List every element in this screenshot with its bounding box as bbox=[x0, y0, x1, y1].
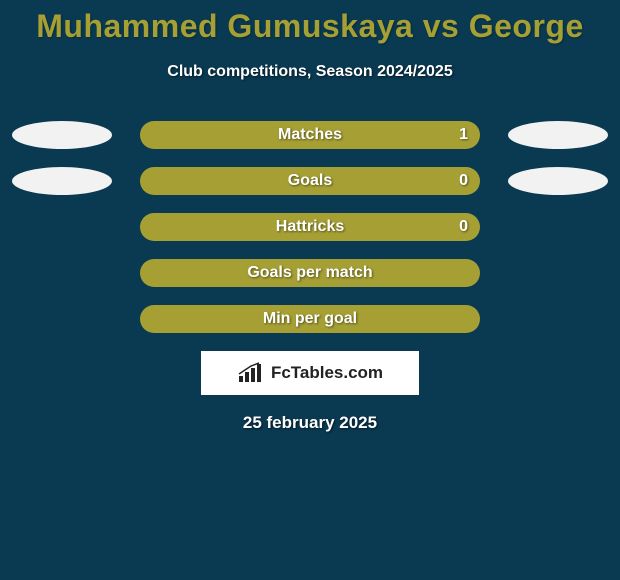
stat-row: Goals per match bbox=[0, 259, 620, 287]
stat-row: Min per goal bbox=[0, 305, 620, 333]
stat-label: Goals bbox=[288, 172, 332, 190]
page-subtitle: Club competitions, Season 2024/2025 bbox=[0, 63, 620, 81]
attribution-box: FcTables.com bbox=[201, 351, 419, 395]
right-ellipse bbox=[508, 167, 608, 195]
stat-label: Goals per match bbox=[247, 264, 372, 282]
stat-label: Matches bbox=[278, 126, 342, 144]
stat-bar: Min per goal bbox=[140, 305, 480, 333]
attribution-text: FcTables.com bbox=[271, 363, 383, 383]
stat-row: Goals 0 bbox=[0, 167, 620, 195]
stat-value: 1 bbox=[459, 126, 468, 144]
stat-bar: Goals 0 bbox=[140, 167, 480, 195]
page-title: Muhammed Gumuskaya vs George bbox=[0, 0, 620, 45]
stat-label: Min per goal bbox=[263, 310, 357, 328]
stat-label: Hattricks bbox=[276, 218, 344, 236]
stat-row: Hattricks 0 bbox=[0, 213, 620, 241]
left-ellipse bbox=[12, 167, 112, 195]
left-ellipse bbox=[12, 121, 112, 149]
stat-bar: Goals per match bbox=[140, 259, 480, 287]
stat-value: 0 bbox=[459, 172, 468, 190]
footer-date: 25 february 2025 bbox=[0, 413, 620, 433]
stat-row: Matches 1 bbox=[0, 121, 620, 149]
right-ellipse bbox=[508, 121, 608, 149]
stat-value: 0 bbox=[459, 218, 468, 236]
stat-rows: Matches 1 Goals 0 Hattricks 0 Goals per match M… bbox=[0, 121, 620, 333]
barchart-icon bbox=[237, 362, 265, 384]
stat-bar: Matches 1 bbox=[140, 121, 480, 149]
comparison-infographic: Muhammed Gumuskaya vs George Club compet… bbox=[0, 0, 620, 580]
stat-bar: Hattricks 0 bbox=[140, 213, 480, 241]
